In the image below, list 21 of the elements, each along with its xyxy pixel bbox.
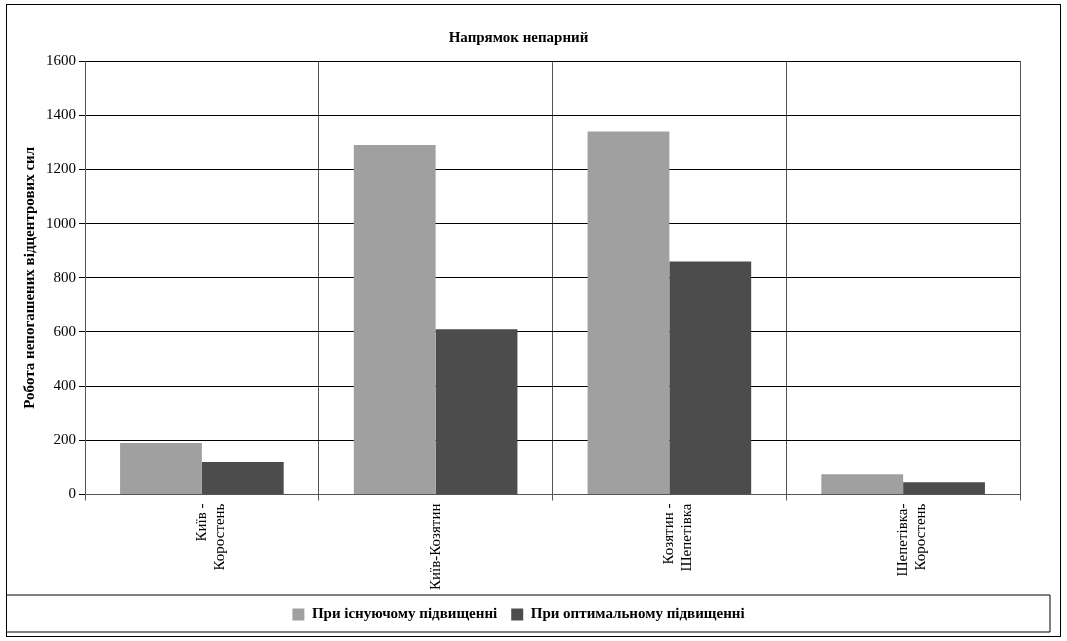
- y-tick-label: 1400: [46, 106, 76, 123]
- x-tick-label: Київ - Коростень: [192, 503, 227, 571]
- y-tick-label: 1600: [46, 51, 76, 68]
- bar: [821, 474, 904, 495]
- x-tick-label: Шепетівка-Коростень: [894, 503, 929, 577]
- bar: [587, 131, 670, 495]
- chart-title: Напрямок непарний: [448, 28, 589, 45]
- y-tick-label: 0: [68, 485, 76, 502]
- bar: [353, 145, 436, 495]
- bar: [120, 443, 202, 495]
- y-tick-label: 800: [53, 268, 76, 285]
- x-tick-label: Київ-Козятин: [426, 503, 443, 591]
- y-tick-label: 1200: [46, 160, 76, 177]
- legend-label: При існуючому підвищенні: [311, 605, 498, 622]
- y-axis-title: Робота непогашених відцентрових сил: [20, 146, 37, 409]
- y-tick-label: 1000: [46, 214, 76, 231]
- y-tick-label: 400: [53, 377, 76, 394]
- y-tick-label: 200: [53, 431, 76, 448]
- y-tick-label: 600: [53, 322, 76, 339]
- x-tick-label: Козятин - Шепетівка: [660, 503, 695, 572]
- legend-label: При оптимальному підвищенні: [530, 605, 745, 622]
